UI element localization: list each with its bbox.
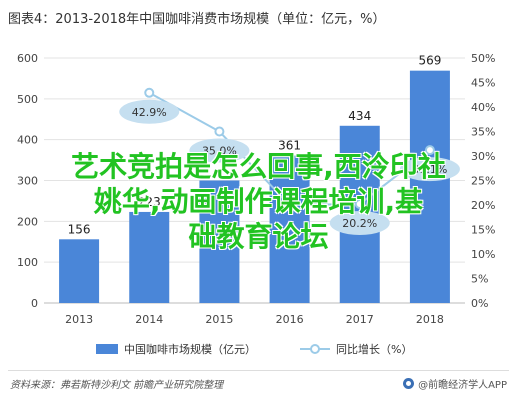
- bar: [199, 180, 240, 303]
- y-tick-label: 100: [17, 256, 38, 269]
- source-note: 资料来源：弗若斯特沙利文 前瞻产业研究院整理: [10, 380, 224, 391]
- bar-value-label: 156: [68, 222, 91, 236]
- brand-label: @前瞻经济学人APP: [418, 380, 507, 391]
- y2-tick-label: 20%: [471, 199, 495, 212]
- y2-tick-label: 15%: [471, 224, 495, 237]
- bar-value-label: 223: [138, 195, 161, 209]
- growth-value-label: 42.9%: [132, 106, 167, 119]
- growth-point: [424, 145, 435, 156]
- y2-tick-label: 25%: [471, 175, 495, 188]
- y-tick-label: 300: [17, 175, 38, 188]
- x-tick-label: 2015: [205, 313, 233, 326]
- chart-title: 图表4：2013-2018年中国咖啡消费市场规模（单位：亿元，%）: [8, 12, 386, 27]
- x-tick-label: 2017: [346, 313, 374, 326]
- y-tick-label: 600: [17, 52, 38, 65]
- x-tick-label: 2013: [65, 313, 93, 326]
- growth-point: [144, 87, 155, 98]
- bar-value-label: 361: [278, 139, 301, 153]
- y2-tick-label: 40%: [471, 101, 495, 114]
- y-tick-label: 200: [17, 215, 38, 228]
- y2-tick-label: 10%: [471, 248, 495, 261]
- legend-label-bar: 中国咖啡市场规模（亿元）: [124, 342, 256, 356]
- brand-credit: @前瞻经济学人APP: [403, 376, 507, 391]
- growth-value-label: 31.1%: [412, 163, 447, 176]
- growth-value-label: 35.0%: [202, 145, 237, 158]
- bar: [59, 239, 100, 303]
- legend-label-line: 同比增长（%）: [336, 342, 412, 356]
- y-tick-label: 500: [17, 93, 38, 106]
- x-tick-label: 2014: [135, 313, 163, 326]
- y2-tick-label: 50%: [471, 52, 495, 65]
- bar: [409, 70, 450, 304]
- x-tick-label: 2018: [416, 313, 444, 326]
- bar: [269, 155, 310, 303]
- growth-value-label: 20.2%: [342, 217, 377, 230]
- growth-label-bubble: [329, 211, 390, 236]
- y-tick-label: 400: [17, 134, 38, 147]
- y2-tick-label: 5%: [471, 273, 488, 286]
- x-tick-label: 2016: [276, 313, 304, 326]
- bar-value-label: 434: [348, 109, 371, 123]
- footer-divider: [8, 370, 509, 371]
- growth-point: [214, 126, 225, 137]
- y2-tick-label: 35%: [471, 126, 495, 139]
- y2-tick-label: 30%: [471, 150, 495, 163]
- legend-swatch-point: [310, 344, 320, 354]
- bar: [129, 211, 170, 303]
- growth-point: [284, 200, 295, 210]
- y-tick-label: 0: [31, 297, 38, 310]
- legend-swatch-bar: [96, 344, 118, 354]
- brand-logo-icon: [403, 378, 415, 389]
- y2-tick-label: 45%: [471, 77, 495, 90]
- growth-label-bubble: [399, 157, 460, 182]
- growth-point: [354, 199, 365, 210]
- growth-label-bubble: [189, 138, 250, 163]
- bar-value-label: 569: [418, 54, 441, 68]
- y2-tick-label: 0%: [471, 297, 488, 310]
- growth-label-bubble: [119, 99, 180, 124]
